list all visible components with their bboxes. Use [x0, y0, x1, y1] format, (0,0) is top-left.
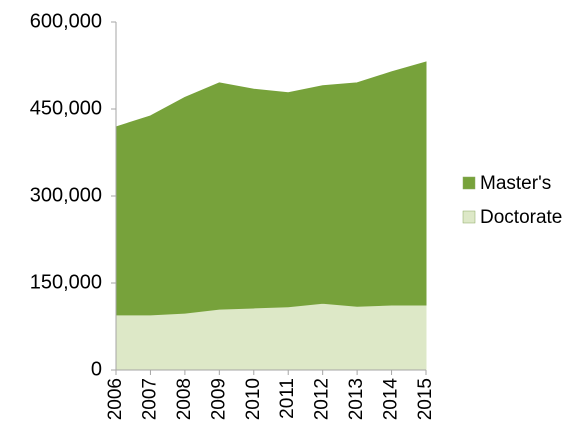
y-tick-label: 150,000	[30, 271, 102, 293]
area	[115, 61, 427, 316]
x-tick-label: 2010	[243, 378, 264, 420]
x-tick-label: 2006	[105, 378, 126, 420]
legend-swatch	[462, 176, 476, 190]
legend-label: Master's	[480, 173, 551, 194]
y-tick-label: 0	[91, 358, 102, 380]
x-tick-label: 2015	[415, 378, 436, 420]
x-tick-label: 2009	[208, 378, 229, 420]
x-tick-label: 2013	[346, 378, 367, 420]
legend-swatch	[462, 210, 476, 224]
y-tick-label: 450,000	[30, 97, 102, 119]
x-tick-label: 2012	[312, 378, 333, 420]
x-tick-label: 2008	[174, 378, 195, 420]
y-tick-label: 600,000	[30, 10, 102, 32]
x-tick-label: 2011	[277, 378, 298, 419]
x-tick-label: 2014	[381, 378, 402, 421]
y-tick-label: 300,000	[30, 184, 102, 206]
legend-label: Doctorate	[480, 207, 562, 228]
x-tick-label: 2007	[139, 378, 160, 420]
